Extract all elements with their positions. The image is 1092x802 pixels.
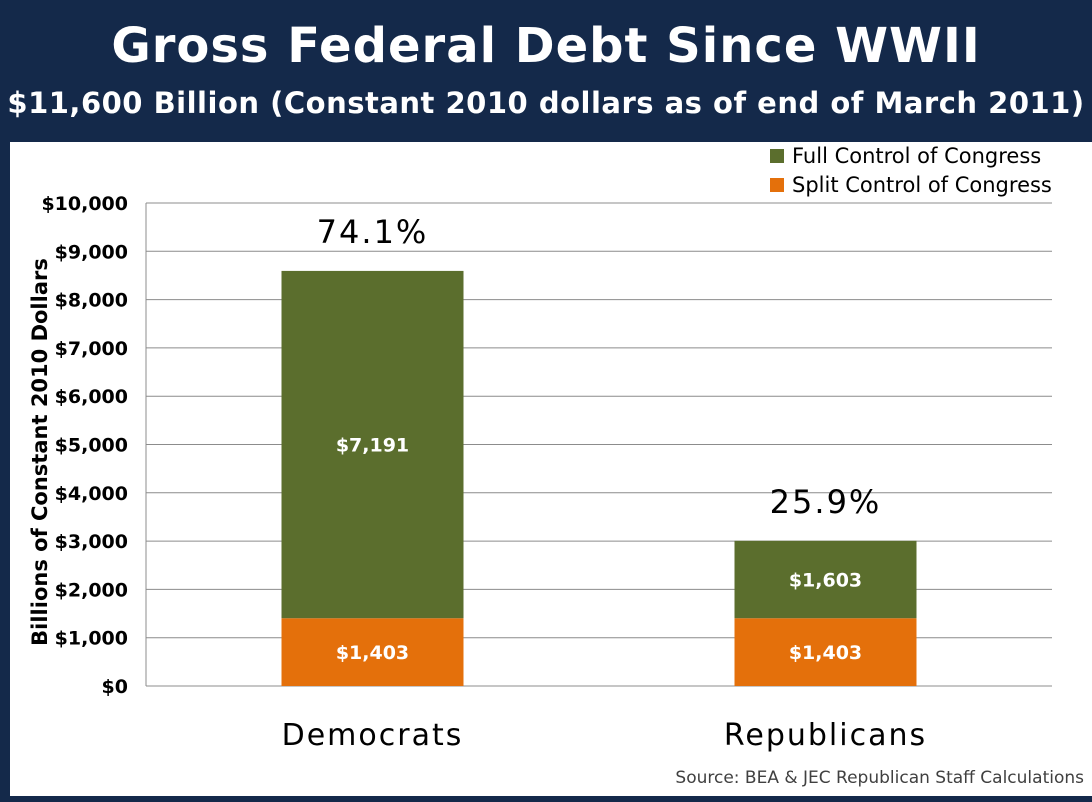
source-note: Source: BEA & JEC Republican Staff Calcu…: [675, 768, 1084, 788]
y-tick-label: $9,000: [55, 241, 128, 263]
y-tick-label: $4,000: [55, 483, 128, 505]
bar-full-republicans: [734, 540, 917, 619]
y-tick-label: $8,000: [55, 290, 128, 312]
data-label-split-republicans: $1,403: [789, 642, 862, 664]
data-label-split-democrats: $1,403: [336, 642, 409, 664]
x-category-label-republicans: Republicans: [724, 718, 927, 753]
y-tick-label: $10,000: [41, 193, 128, 215]
legend-label-full-control: Full Control of Congress: [792, 143, 1042, 168]
legend-swatch-split-control: [770, 177, 784, 192]
y-axis-label: Billions of Constant 2010 Dollars: [28, 258, 52, 646]
legend-item-split-control: Split Control of Congress: [770, 170, 1052, 199]
chart-title: Gross Federal Debt Since WWII: [111, 18, 981, 74]
y-tick-label: $7,000: [55, 338, 128, 360]
chart-subtitle: $11,600 Billion (Constant 2010 dollars a…: [7, 86, 1085, 120]
bar-split-republicans: [734, 618, 917, 686]
legend-swatch-full-control: [770, 148, 784, 163]
header-banner: Gross Federal Debt Since WWII $11,600 Bi…: [0, 0, 1092, 142]
legend-label-split-control: Split Control of Congress: [792, 172, 1052, 197]
legend: Full Control of Congress Split Control o…: [770, 141, 1052, 199]
total-share-label-republicans: 25.9%: [770, 483, 882, 521]
data-label-full-republicans: $1,603: [789, 570, 862, 592]
legend-item-full-control: Full Control of Congress: [770, 141, 1052, 170]
y-tick-label: $1,000: [55, 628, 128, 650]
bar-split-democrats: [281, 618, 464, 686]
x-category-label-democrats: Democrats: [282, 718, 464, 753]
y-tick-label: $3,000: [55, 531, 128, 553]
bar-full-democrats: [281, 270, 464, 619]
y-tick-label: $0: [102, 676, 128, 698]
y-tick-label: $5,000: [55, 435, 128, 457]
y-tick-label: $2,000: [55, 579, 128, 601]
y-tick-label: $6,000: [55, 386, 128, 408]
data-label-full-democrats: $7,191: [336, 435, 409, 457]
total-share-label-democrats: 74.1%: [317, 213, 429, 251]
